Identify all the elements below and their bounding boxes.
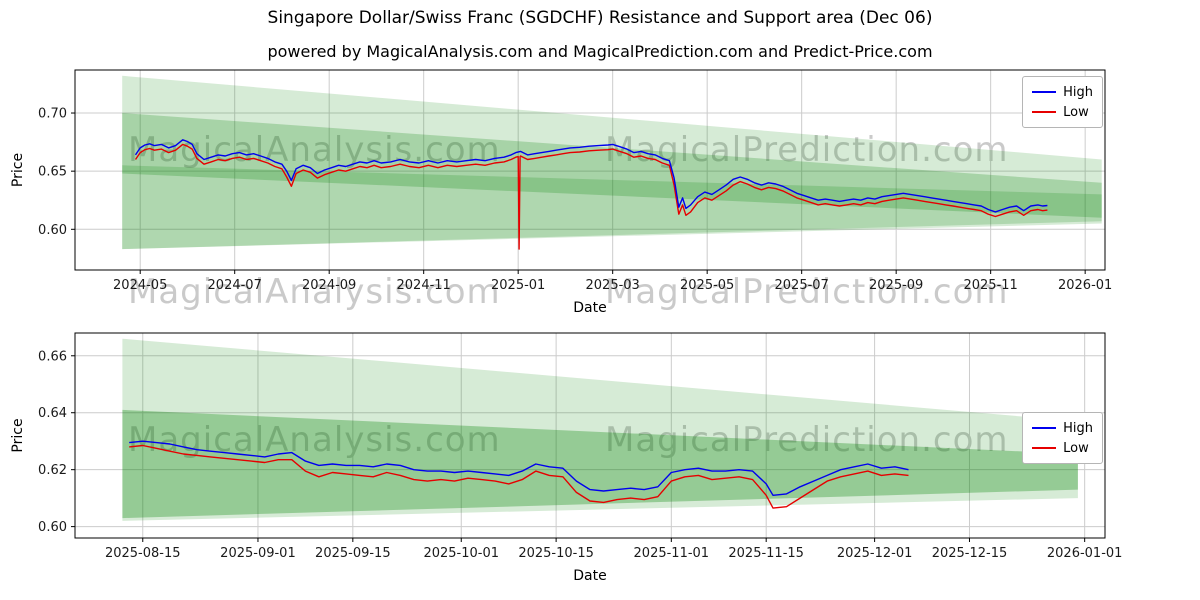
svg-text:0.70: 0.70 — [38, 107, 67, 122]
legend-label-high: High — [1063, 420, 1093, 436]
svg-text:2025-10-15: 2025-10-15 — [518, 546, 594, 561]
legend-label-low: Low — [1063, 440, 1089, 456]
top-chart-legend: High Low — [1022, 76, 1103, 128]
svg-text:2024-05: 2024-05 — [113, 278, 167, 293]
bottom-chart-legend: High Low — [1022, 412, 1103, 464]
svg-text:2024-07: 2024-07 — [208, 278, 262, 293]
svg-text:2025-03: 2025-03 — [586, 278, 640, 293]
svg-text:2025-10-01: 2025-10-01 — [423, 546, 499, 561]
svg-text:2025-11-01: 2025-11-01 — [634, 546, 710, 561]
svg-text:2026-01-01: 2026-01-01 — [1047, 546, 1123, 561]
high-line-swatch — [1032, 91, 1057, 93]
top-price-chart: 0.60 0.65 0.70 2024-05 2024-07 2024-09 2024-11… — [10, 69, 1112, 316]
high-line-swatch — [1032, 427, 1057, 429]
powered-by-subtitle: powered by MagicalAnalysis.com and Magic… — [267, 42, 933, 61]
svg-text:2025-09-15: 2025-09-15 — [315, 546, 391, 561]
legend-label-low: Low — [1063, 104, 1089, 120]
svg-text:Price: Price — [10, 153, 26, 187]
svg-text:2025-11: 2025-11 — [963, 278, 1017, 293]
svg-text:0.65: 0.65 — [38, 165, 67, 180]
svg-text:2025-09-01: 2025-09-01 — [220, 546, 296, 561]
svg-text:0.60: 0.60 — [38, 520, 67, 535]
legend-label-high: High — [1063, 84, 1093, 100]
legend-item-high: High — [1032, 82, 1093, 102]
svg-text:2025-12-01: 2025-12-01 — [837, 546, 913, 561]
legend-item-low: Low — [1032, 102, 1093, 122]
bottom-price-chart: 0.60 0.62 0.64 0.66 2025-08-15 2025-09-01 2025… — [10, 332, 1123, 584]
svg-text:0.66: 0.66 — [38, 349, 67, 364]
svg-text:2025-08-15: 2025-08-15 — [105, 546, 181, 561]
page-title: Singapore Dollar/Swiss Franc (SGDCHF) Re… — [267, 8, 933, 28]
svg-text:2025-05: 2025-05 — [680, 278, 734, 293]
svg-text:2025-12-15: 2025-12-15 — [932, 546, 1008, 561]
svg-text:0.62: 0.62 — [38, 463, 67, 478]
svg-text:Date: Date — [573, 568, 606, 584]
svg-text:2025-09: 2025-09 — [869, 278, 923, 293]
svg-text:Price: Price — [10, 418, 26, 452]
svg-text:0.64: 0.64 — [38, 406, 67, 421]
svg-text:2026-01: 2026-01 — [1058, 278, 1112, 293]
svg-text:2025-07: 2025-07 — [775, 278, 829, 293]
svg-text:Date: Date — [573, 300, 606, 316]
svg-text:2025-11-15: 2025-11-15 — [728, 546, 804, 561]
legend-item-high: High — [1032, 418, 1093, 438]
svg-text:2024-09: 2024-09 — [302, 278, 356, 293]
low-line-swatch — [1032, 111, 1057, 113]
svg-text:2024-11: 2024-11 — [397, 278, 451, 293]
svg-text:0.60: 0.60 — [38, 223, 67, 238]
low-line-swatch — [1032, 447, 1057, 449]
legend-item-low: Low — [1032, 438, 1093, 458]
svg-text:2025-01: 2025-01 — [491, 278, 545, 293]
